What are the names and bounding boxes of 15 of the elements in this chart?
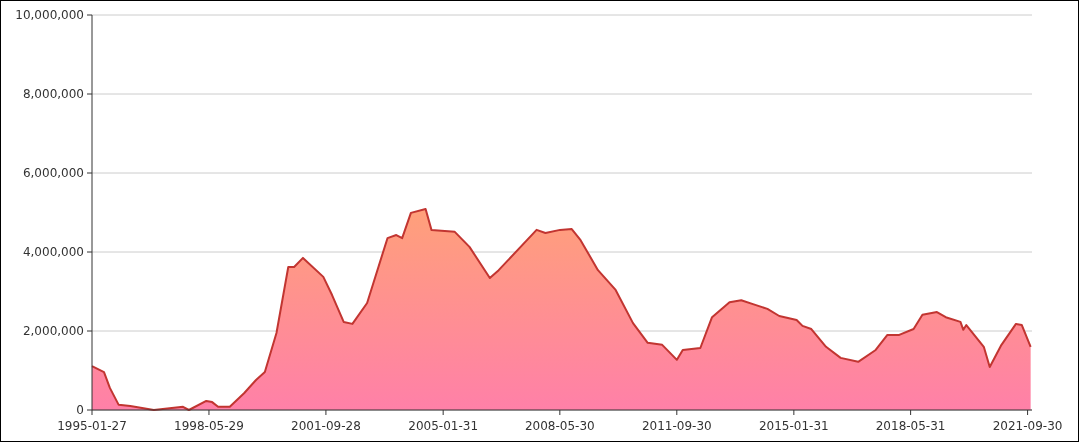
x-tick-label: 2001-09-28	[291, 419, 361, 433]
y-tick-label: 6,000,000	[22, 166, 84, 181]
y-tick-label: 2,000,000	[22, 324, 84, 339]
y-tick-label: 10,000,000	[15, 8, 84, 23]
y-tick-label: 0	[76, 403, 84, 418]
x-tick-label: 2005-01-31	[408, 419, 479, 433]
x-tick-label: 2008-05-30	[524, 419, 595, 433]
x-tick-label: 2011-09-30	[641, 419, 712, 433]
y-tick-label: 4,000,000	[22, 245, 84, 260]
x-tick-label: 2021-09-30	[992, 419, 1063, 433]
x-tick-label: 1998-05-29	[174, 419, 244, 433]
x-tick-label: 1995-01-27	[57, 419, 127, 433]
x-tick-label: 2015-01-31	[758, 419, 829, 433]
y-tick-label: 8,000,000	[22, 87, 84, 102]
x-tick-label: 2018-05-31	[875, 419, 946, 433]
